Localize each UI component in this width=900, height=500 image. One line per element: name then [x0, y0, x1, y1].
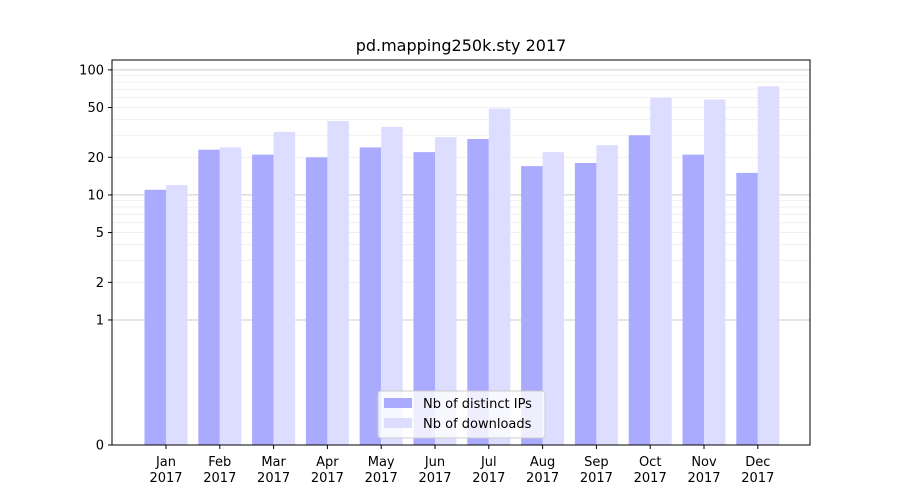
bar-downloads — [166, 185, 188, 445]
legend-swatch — [384, 398, 412, 408]
bar-downloads — [219, 147, 242, 446]
bar-downloads — [650, 97, 672, 445]
bar-downloads — [757, 86, 780, 445]
bar-distinct-ips — [467, 139, 489, 445]
y-tick-label: 5 — [96, 226, 104, 241]
bar-distinct-ips — [198, 149, 220, 446]
x-tick-label: May 2017 — [365, 455, 398, 486]
bar-distinct-ips — [413, 152, 435, 445]
x-tick-label: Sep 2017 — [580, 455, 613, 486]
x-tick-label: Oct 2017 — [634, 455, 667, 486]
bars — [144, 86, 780, 446]
legend-box — [377, 390, 546, 439]
y-axis: 0 1 2 5 10 20 50 100 — [79, 63, 112, 454]
y-tick-label: 1 — [96, 313, 104, 328]
x-tick-label: Jun 2017 — [418, 455, 451, 486]
x-axis: Jan 2017 Feb 2017 Mar 2017 Apr 2017 May 2017 Jun 20… — [149, 445, 774, 486]
bar-distinct-ips — [736, 172, 758, 445]
x-tick-label: Jul 2017 — [472, 455, 505, 486]
bar-distinct-ips — [628, 135, 651, 445]
y-tick-label: 100 — [79, 63, 104, 78]
bar-downloads — [542, 152, 565, 445]
plot-frame — [111, 59, 811, 446]
x-tick-label: Aug 2017 — [526, 455, 559, 486]
bar-downloads — [435, 137, 457, 445]
bar-distinct-ips — [252, 154, 274, 446]
bar-downloads — [327, 121, 349, 446]
bar-downloads — [273, 131, 296, 445]
bar-distinct-ips — [574, 163, 597, 445]
bar-downloads — [381, 126, 403, 446]
legend-swatch — [384, 418, 412, 428]
y-tick-label: 20 — [87, 151, 104, 166]
x-tick-label: Feb 2017 — [203, 455, 236, 486]
bar-downloads — [596, 145, 618, 445]
y-tick-label: 0 — [96, 439, 104, 454]
bar-distinct-ips — [682, 154, 704, 446]
x-tick-label: Apr 2017 — [311, 455, 344, 486]
y-tick-label: 10 — [87, 188, 104, 203]
bar-distinct-ips — [144, 189, 166, 445]
legend-label: Nb of downloads — [423, 417, 532, 432]
bar-distinct-ips — [359, 147, 382, 446]
x-tick-label: Mar 2017 — [257, 455, 290, 486]
bar-downloads — [704, 99, 726, 446]
bar-distinct-ips — [305, 157, 328, 445]
x-tick-label: Dec 2017 — [741, 455, 774, 486]
y-tick-label: 50 — [87, 101, 104, 116]
x-tick-label: Nov 2017 — [687, 455, 720, 486]
y-tick-label: 2 — [96, 276, 104, 291]
chart-title: pd.mapping250k.sty 2017 — [356, 36, 567, 55]
legend: Nb of distinct IPs Nb of downloads — [377, 390, 546, 439]
bar-distinct-ips — [521, 166, 543, 445]
bar-downloads — [488, 108, 511, 445]
legend-label: Nb of distinct IPs — [423, 397, 532, 412]
x-tick-label: Jan 2017 — [149, 455, 182, 486]
